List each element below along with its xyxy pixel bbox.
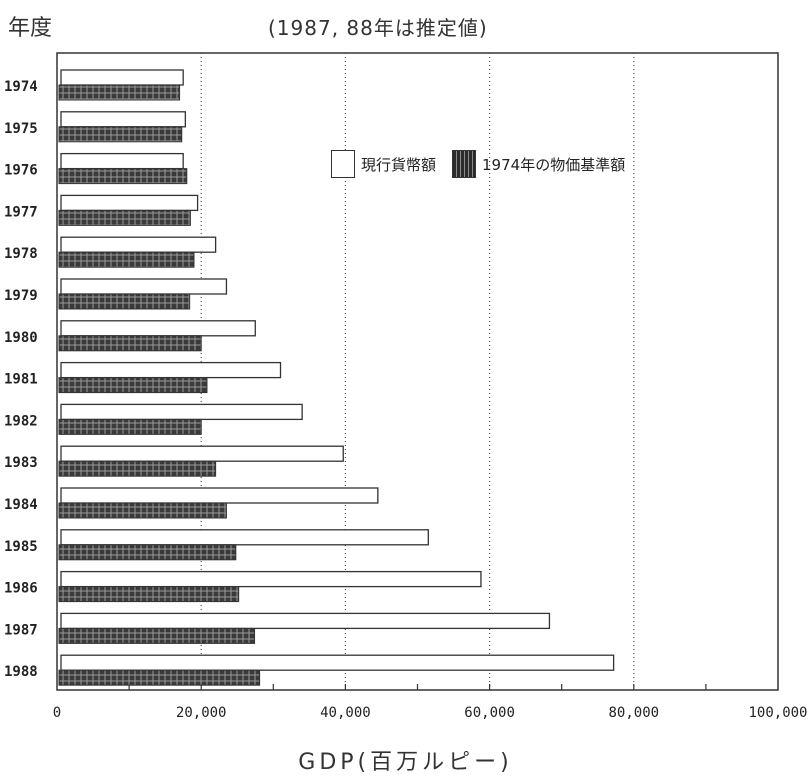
y-tick-label: 1984	[4, 497, 38, 513]
bar-real	[58, 502, 227, 519]
bar-current	[60, 403, 303, 421]
bar-current	[60, 194, 199, 212]
bar-real	[58, 293, 191, 310]
bar-current	[60, 529, 429, 546]
legend-swatch-current	[331, 150, 355, 178]
legend-swatch-real	[452, 150, 477, 178]
bar-real	[58, 586, 240, 603]
bar-real	[58, 669, 261, 686]
y-tick-label: 1981	[4, 372, 38, 388]
y-tick-label: 1980	[4, 330, 38, 346]
bar-real	[58, 126, 183, 143]
bar-current	[60, 487, 379, 504]
bar-current	[60, 445, 344, 462]
legend-label-current: 現行貨幣額	[361, 155, 437, 174]
bar-real	[58, 627, 256, 644]
y-tick-label: 1977	[4, 204, 38, 220]
y-tick-label: 1985	[4, 539, 38, 555]
bar-real	[58, 209, 191, 226]
bar-current	[60, 612, 551, 630]
y-tick-label: 1987	[4, 622, 38, 638]
bar-real	[58, 544, 237, 561]
y-tick-label: 1974	[4, 79, 38, 95]
bar-current	[60, 320, 256, 337]
y-tick-label: 1975	[4, 121, 38, 137]
x-tick-label: 80,000	[609, 705, 660, 721]
bar-current	[60, 236, 217, 253]
y-tick-label: 1982	[4, 413, 38, 429]
bar-real	[58, 84, 181, 101]
bar-current	[60, 278, 228, 295]
y-tick-label: 1978	[4, 246, 38, 262]
legend: 現行貨幣額 1974年の物価基準額	[331, 150, 625, 178]
bar-real	[58, 418, 202, 435]
bar-real	[58, 251, 195, 268]
y-axis-title: 年度	[8, 16, 53, 41]
bar-current	[60, 654, 615, 671]
x-tick-label: 20,000	[176, 705, 227, 721]
bar-current	[60, 152, 184, 170]
y-tick-label: 1976	[4, 163, 38, 179]
bar-real	[58, 335, 202, 352]
bar-real	[58, 377, 208, 394]
bar-current	[60, 111, 186, 128]
bar-current	[60, 69, 184, 86]
x-tick-label: 40,000	[320, 705, 371, 721]
y-tick-label: 1979	[4, 288, 38, 304]
bar-current	[60, 570, 482, 588]
x-tick-label: 100,000	[748, 705, 807, 721]
bar-current	[60, 361, 282, 379]
chart-subtitle: (1987, 88年は推定値)	[268, 16, 488, 40]
x-tick-label: 0	[53, 705, 61, 721]
x-tick-label: 60,000	[464, 705, 515, 721]
y-tick-label: 1988	[4, 664, 38, 680]
bar-real	[58, 168, 188, 185]
y-tick-label: 1986	[4, 581, 38, 597]
y-tick-label: 1983	[4, 455, 38, 471]
x-axis-title: GDP(百万ルピー)	[298, 750, 513, 775]
legend-label-real: 1974年の物価基準額	[482, 155, 626, 174]
bar-real	[58, 460, 217, 477]
